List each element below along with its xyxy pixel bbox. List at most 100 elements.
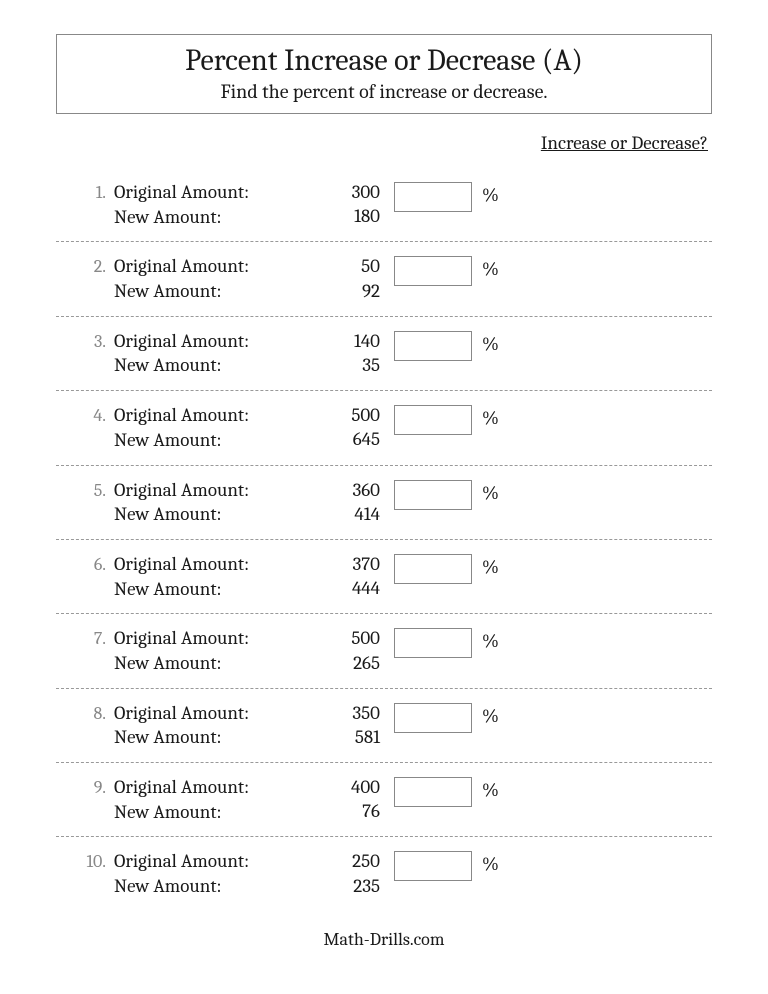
- new-label: New Amount:: [114, 577, 294, 602]
- item-row: 3.Original Amount:New Amount:14035%: [56, 317, 712, 391]
- item-amounts: 500645: [294, 403, 384, 452]
- original-label: Original Amount:: [114, 403, 294, 428]
- percent-input[interactable]: [394, 331, 472, 361]
- item-labels: Original Amount:New Amount:: [114, 329, 294, 378]
- new-amount: 76: [294, 799, 380, 823]
- percent-sign: %: [476, 254, 502, 280]
- new-label: New Amount:: [114, 279, 294, 304]
- original-label: Original Amount:: [114, 478, 294, 503]
- item-amounts: 5092: [294, 254, 384, 303]
- item-row: 1.Original Amount:New Amount:300180%: [56, 168, 712, 242]
- footer-text: Math-Drills.com: [56, 929, 712, 950]
- new-label: New Amount:: [114, 428, 294, 453]
- original-amount: 500: [294, 626, 380, 650]
- original-label: Original Amount:: [114, 701, 294, 726]
- item-number: 9.: [56, 775, 114, 798]
- item-number: 6.: [56, 552, 114, 575]
- percent-sign: %: [476, 552, 502, 578]
- original-amount: 50: [294, 254, 380, 278]
- percent-input[interactable]: [394, 256, 472, 286]
- item-number: 2.: [56, 254, 114, 277]
- new-amount: 235: [294, 874, 380, 898]
- percent-sign: %: [476, 701, 502, 727]
- item-row: 4.Original Amount:New Amount:500645%: [56, 391, 712, 465]
- new-amount: 444: [294, 576, 380, 600]
- new-label: New Amount:: [114, 502, 294, 527]
- original-amount: 350: [294, 701, 380, 725]
- percent-input[interactable]: [394, 628, 472, 658]
- item-labels: Original Amount:New Amount:: [114, 775, 294, 824]
- percent-sign: %: [476, 329, 502, 355]
- item-amounts: 370444: [294, 552, 384, 601]
- item-number: 1.: [56, 180, 114, 203]
- item-row: 2.Original Amount:New Amount:5092%: [56, 242, 712, 316]
- percent-sign: %: [476, 403, 502, 429]
- percent-input[interactable]: [394, 405, 472, 435]
- percent-sign: %: [476, 180, 502, 206]
- original-amount: 370: [294, 552, 380, 576]
- original-label: Original Amount:: [114, 626, 294, 651]
- new-label: New Amount:: [114, 725, 294, 750]
- item-amounts: 350581: [294, 701, 384, 750]
- item-row: 10.Original Amount:New Amount:250235%: [56, 837, 712, 910]
- new-amount: 180: [294, 204, 380, 228]
- item-number: 8.: [56, 701, 114, 724]
- percent-input[interactable]: [394, 777, 472, 807]
- new-amount: 35: [294, 353, 380, 377]
- new-amount: 92: [294, 279, 380, 303]
- new-label: New Amount:: [114, 353, 294, 378]
- new-amount: 581: [294, 725, 380, 749]
- item-amounts: 500265: [294, 626, 384, 675]
- item-labels: Original Amount:New Amount:: [114, 478, 294, 527]
- item-number: 10.: [56, 849, 114, 872]
- item-labels: Original Amount:New Amount:: [114, 701, 294, 750]
- item-amounts: 14035: [294, 329, 384, 378]
- item-amounts: 40076: [294, 775, 384, 824]
- original-amount: 500: [294, 403, 380, 427]
- item-labels: Original Amount:New Amount:: [114, 626, 294, 675]
- new-label: New Amount:: [114, 651, 294, 676]
- column-header: Increase or Decrease?: [56, 132, 712, 154]
- item-labels: Original Amount:New Amount:: [114, 180, 294, 229]
- original-amount: 360: [294, 478, 380, 502]
- percent-input[interactable]: [394, 554, 472, 584]
- item-amounts: 300180: [294, 180, 384, 229]
- original-label: Original Amount:: [114, 329, 294, 354]
- original-label: Original Amount:: [114, 552, 294, 577]
- original-amount: 300: [294, 180, 380, 204]
- percent-sign: %: [476, 775, 502, 801]
- item-labels: Original Amount:New Amount:: [114, 254, 294, 303]
- item-number: 3.: [56, 329, 114, 352]
- new-amount: 414: [294, 502, 380, 526]
- new-label: New Amount:: [114, 874, 294, 899]
- percent-input[interactable]: [394, 851, 472, 881]
- items-list: 1.Original Amount:New Amount:300180%2.Or…: [56, 168, 712, 911]
- percent-input[interactable]: [394, 182, 472, 212]
- percent-input[interactable]: [394, 480, 472, 510]
- item-row: 7.Original Amount:New Amount:500265%: [56, 614, 712, 688]
- title-box: Percent Increase or Decrease (A) Find th…: [56, 34, 712, 114]
- item-row: 8.Original Amount:New Amount:350581%: [56, 689, 712, 763]
- item-amounts: 360414: [294, 478, 384, 527]
- worksheet-title: Percent Increase or Decrease (A): [69, 43, 699, 78]
- original-amount: 250: [294, 849, 380, 873]
- original-amount: 400: [294, 775, 380, 799]
- worksheet-page: Percent Increase or Decrease (A) Find th…: [0, 0, 768, 974]
- percent-sign: %: [476, 626, 502, 652]
- original-label: Original Amount:: [114, 775, 294, 800]
- item-row: 9.Original Amount:New Amount:40076%: [56, 763, 712, 837]
- original-label: Original Amount:: [114, 180, 294, 205]
- new-amount: 265: [294, 651, 380, 675]
- percent-input[interactable]: [394, 703, 472, 733]
- worksheet-subtitle: Find the percent of increase or decrease…: [69, 80, 699, 103]
- item-labels: Original Amount:New Amount:: [114, 552, 294, 601]
- new-label: New Amount:: [114, 205, 294, 230]
- item-labels: Original Amount:New Amount:: [114, 403, 294, 452]
- new-amount: 645: [294, 427, 380, 451]
- original-amount: 140: [294, 329, 380, 353]
- percent-sign: %: [476, 849, 502, 875]
- new-label: New Amount:: [114, 800, 294, 825]
- item-number: 7.: [56, 626, 114, 649]
- item-row: 6.Original Amount:New Amount:370444%: [56, 540, 712, 614]
- original-label: Original Amount:: [114, 254, 294, 279]
